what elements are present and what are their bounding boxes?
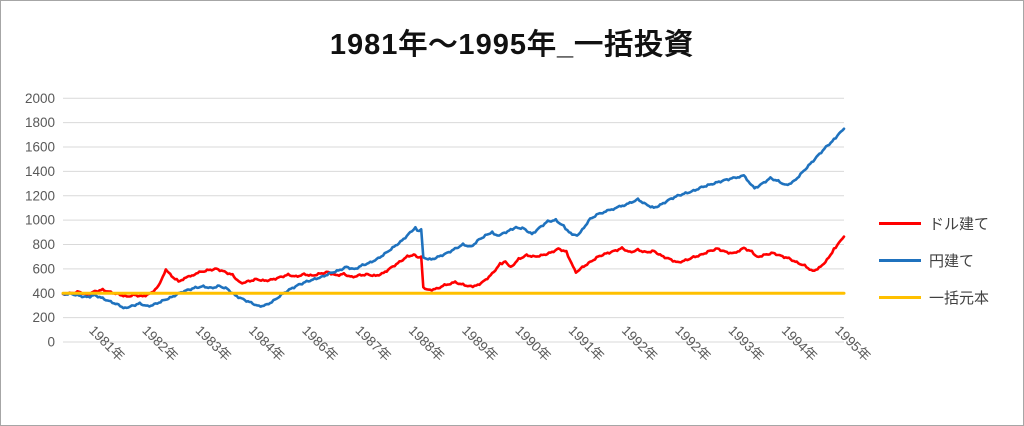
series-line-1 [61, 127, 846, 310]
legend-item-principal: 一括元本 [879, 279, 989, 316]
svg-text:1986年: 1986年 [299, 323, 340, 364]
svg-text:1000: 1000 [25, 213, 55, 228]
svg-text:1983年: 1983年 [193, 323, 234, 364]
svg-text:1981年: 1981年 [86, 323, 127, 364]
svg-text:1995年: 1995年 [832, 323, 873, 364]
svg-text:400: 400 [32, 286, 55, 301]
svg-text:1994年: 1994年 [779, 323, 820, 364]
svg-text:200: 200 [32, 310, 55, 325]
svg-text:1800: 1800 [25, 115, 55, 130]
svg-text:1993年: 1993年 [726, 323, 767, 364]
svg-text:1988年: 1988年 [406, 323, 447, 364]
legend-item-yen: 円建て [879, 242, 989, 279]
series-line-0 [61, 235, 846, 298]
svg-text:600: 600 [32, 261, 55, 276]
svg-text:1989年: 1989年 [459, 323, 500, 364]
svg-text:1987年: 1987年 [353, 323, 394, 364]
x-axis-tick-labels: 1981年 1982年 1983年 1984年 1986年 1987年 1988年 1989年… [86, 323, 873, 364]
svg-text:2000: 2000 [25, 91, 55, 106]
svg-text:800: 800 [32, 237, 55, 252]
dollar-line-swatch-icon [879, 221, 921, 226]
legend: ドル建て 円建て 一括元本 [879, 205, 989, 316]
svg-text:1992年: 1992年 [619, 323, 660, 364]
legend-item-dollar: ドル建て [879, 205, 989, 242]
svg-text:1200: 1200 [25, 188, 55, 203]
svg-text:1982年: 1982年 [139, 323, 180, 364]
principal-line-swatch-icon [879, 295, 921, 300]
svg-text:0: 0 [47, 335, 55, 350]
legend-label-dollar: ドル建て [929, 216, 990, 233]
svg-text:1984年: 1984年 [246, 323, 287, 364]
svg-text:1600: 1600 [25, 140, 55, 155]
svg-text:1991年: 1991年 [566, 323, 607, 364]
svg-text:1400: 1400 [25, 164, 55, 179]
svg-text:1992年: 1992年 [672, 323, 713, 364]
y-axis-tick-labels: 0 200 400 600 800 1000 1200 1400 1600 1800 2000 [25, 91, 55, 350]
legend-label-yen: 円建て [929, 253, 975, 270]
svg-text:1990年: 1990年 [512, 323, 553, 364]
series-lines [61, 127, 846, 310]
yen-line-swatch-icon [879, 258, 921, 263]
legend-label-principal: 一括元本 [929, 290, 990, 307]
gridlines [63, 97, 844, 343]
chart-title: 1981年～1995年_一括投資 [329, 29, 695, 61]
